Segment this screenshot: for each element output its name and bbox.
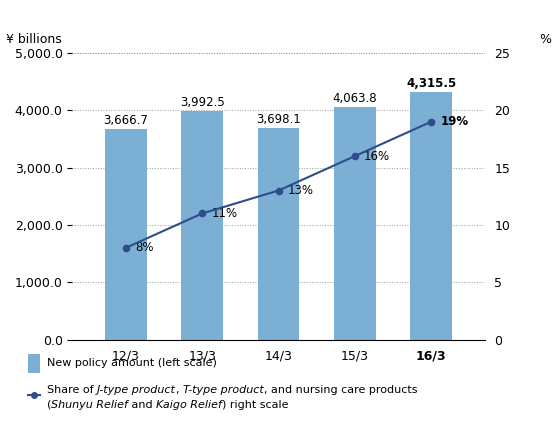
Text: and: and <box>128 400 156 410</box>
Text: New policy amount (left scale): New policy amount (left scale) <box>47 359 217 368</box>
Text: Shunyu Relief: Shunyu Relief <box>51 400 128 410</box>
Text: 3,698.1: 3,698.1 <box>256 112 301 126</box>
Text: 4,063.8: 4,063.8 <box>333 92 377 105</box>
Text: 3,992.5: 3,992.5 <box>180 96 224 108</box>
Bar <box>181 111 223 340</box>
Text: 13%: 13% <box>287 184 314 197</box>
Text: Share of: Share of <box>47 385 97 395</box>
Bar <box>257 127 300 340</box>
Text: J-type product: J-type product <box>97 385 176 395</box>
Text: 4,315.5: 4,315.5 <box>406 77 456 90</box>
Text: T-type product: T-type product <box>183 385 263 395</box>
Text: ¥ billions: ¥ billions <box>6 34 61 46</box>
Text: %: % <box>539 34 551 46</box>
Bar <box>105 129 147 340</box>
Text: ) right scale: ) right scale <box>222 400 289 410</box>
Text: 19%: 19% <box>441 115 468 128</box>
Text: 3,666.7: 3,666.7 <box>104 114 148 127</box>
Text: 16%: 16% <box>364 149 390 163</box>
Text: Kaigo Relief: Kaigo Relief <box>156 400 222 410</box>
Bar <box>410 92 452 340</box>
Text: ,: , <box>176 385 183 395</box>
Text: 8%: 8% <box>135 241 154 254</box>
Text: (: ( <box>47 400 51 410</box>
Text: , and nursing care products: , and nursing care products <box>263 385 417 395</box>
Bar <box>334 107 376 340</box>
Text: 11%: 11% <box>211 207 237 220</box>
